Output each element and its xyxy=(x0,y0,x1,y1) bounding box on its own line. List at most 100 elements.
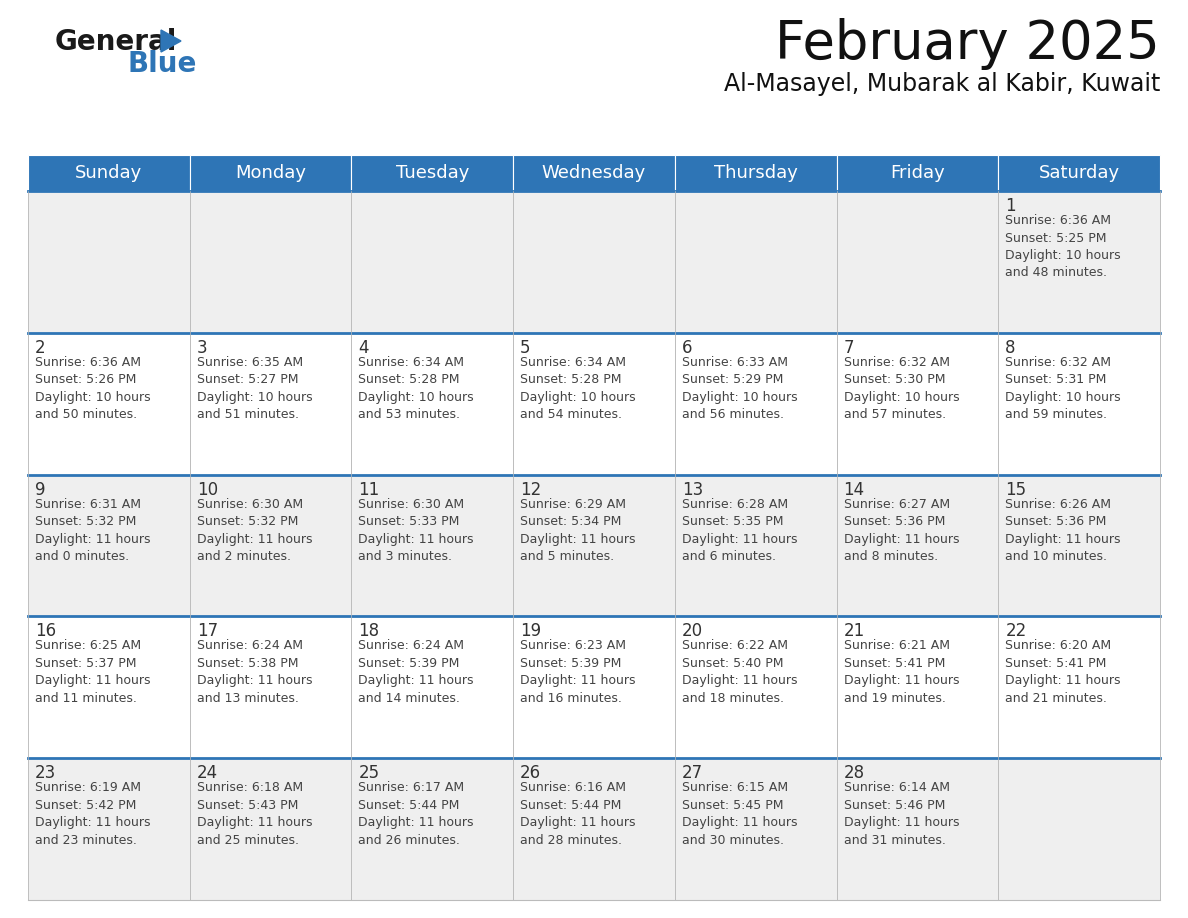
Text: 16: 16 xyxy=(34,622,56,641)
Text: 22: 22 xyxy=(1005,622,1026,641)
Bar xyxy=(675,191,836,333)
Bar xyxy=(513,758,675,900)
Text: Sunrise: 6:32 AM
Sunset: 5:31 PM
Daylight: 10 hours
and 59 minutes.: Sunrise: 6:32 AM Sunset: 5:31 PM Dayligh… xyxy=(1005,356,1121,421)
Bar xyxy=(836,475,998,616)
Text: Monday: Monday xyxy=(235,164,307,182)
Bar xyxy=(513,155,675,191)
Text: Sunrise: 6:27 AM
Sunset: 5:36 PM
Daylight: 11 hours
and 8 minutes.: Sunrise: 6:27 AM Sunset: 5:36 PM Dayligh… xyxy=(843,498,959,563)
Text: Sunrise: 6:22 AM
Sunset: 5:40 PM
Daylight: 11 hours
and 18 minutes.: Sunrise: 6:22 AM Sunset: 5:40 PM Dayligh… xyxy=(682,640,797,705)
Text: 2: 2 xyxy=(34,339,45,357)
Bar xyxy=(352,155,513,191)
Bar xyxy=(29,616,190,758)
Text: 19: 19 xyxy=(520,622,542,641)
Text: Sunrise: 6:28 AM
Sunset: 5:35 PM
Daylight: 11 hours
and 6 minutes.: Sunrise: 6:28 AM Sunset: 5:35 PM Dayligh… xyxy=(682,498,797,563)
Text: Thursday: Thursday xyxy=(714,164,797,182)
Text: 28: 28 xyxy=(843,764,865,782)
Text: 26: 26 xyxy=(520,764,542,782)
Text: 13: 13 xyxy=(682,481,703,498)
Text: Sunrise: 6:15 AM
Sunset: 5:45 PM
Daylight: 11 hours
and 30 minutes.: Sunrise: 6:15 AM Sunset: 5:45 PM Dayligh… xyxy=(682,781,797,846)
Bar xyxy=(352,475,513,616)
Bar xyxy=(836,191,998,333)
Text: 8: 8 xyxy=(1005,339,1016,357)
Text: Saturday: Saturday xyxy=(1038,164,1120,182)
Bar xyxy=(998,191,1159,333)
Bar xyxy=(190,333,352,475)
Text: 7: 7 xyxy=(843,339,854,357)
Bar xyxy=(190,475,352,616)
Text: 1: 1 xyxy=(1005,197,1016,215)
Bar xyxy=(836,155,998,191)
Text: Blue: Blue xyxy=(127,50,196,78)
Text: Sunrise: 6:25 AM
Sunset: 5:37 PM
Daylight: 11 hours
and 11 minutes.: Sunrise: 6:25 AM Sunset: 5:37 PM Dayligh… xyxy=(34,640,151,705)
Text: Sunrise: 6:21 AM
Sunset: 5:41 PM
Daylight: 11 hours
and 19 minutes.: Sunrise: 6:21 AM Sunset: 5:41 PM Dayligh… xyxy=(843,640,959,705)
Text: Sunrise: 6:18 AM
Sunset: 5:43 PM
Daylight: 11 hours
and 25 minutes.: Sunrise: 6:18 AM Sunset: 5:43 PM Dayligh… xyxy=(197,781,312,846)
Text: 25: 25 xyxy=(359,764,379,782)
Text: Sunrise: 6:24 AM
Sunset: 5:39 PM
Daylight: 11 hours
and 14 minutes.: Sunrise: 6:24 AM Sunset: 5:39 PM Dayligh… xyxy=(359,640,474,705)
Bar xyxy=(998,475,1159,616)
Text: Sunrise: 6:34 AM
Sunset: 5:28 PM
Daylight: 10 hours
and 54 minutes.: Sunrise: 6:34 AM Sunset: 5:28 PM Dayligh… xyxy=(520,356,636,421)
Text: Sunrise: 6:26 AM
Sunset: 5:36 PM
Daylight: 11 hours
and 10 minutes.: Sunrise: 6:26 AM Sunset: 5:36 PM Dayligh… xyxy=(1005,498,1120,563)
Text: February 2025: February 2025 xyxy=(776,18,1159,70)
Text: Tuesday: Tuesday xyxy=(396,164,469,182)
Text: Sunrise: 6:14 AM
Sunset: 5:46 PM
Daylight: 11 hours
and 31 minutes.: Sunrise: 6:14 AM Sunset: 5:46 PM Dayligh… xyxy=(843,781,959,846)
Text: Sunrise: 6:34 AM
Sunset: 5:28 PM
Daylight: 10 hours
and 53 minutes.: Sunrise: 6:34 AM Sunset: 5:28 PM Dayligh… xyxy=(359,356,474,421)
Bar xyxy=(29,155,190,191)
Text: 3: 3 xyxy=(197,339,208,357)
Bar xyxy=(513,475,675,616)
Polygon shape xyxy=(162,30,181,52)
Bar xyxy=(190,616,352,758)
Bar xyxy=(675,333,836,475)
Text: Sunrise: 6:19 AM
Sunset: 5:42 PM
Daylight: 11 hours
and 23 minutes.: Sunrise: 6:19 AM Sunset: 5:42 PM Dayligh… xyxy=(34,781,151,846)
Bar xyxy=(998,758,1159,900)
Text: Sunrise: 6:30 AM
Sunset: 5:32 PM
Daylight: 11 hours
and 2 minutes.: Sunrise: 6:30 AM Sunset: 5:32 PM Dayligh… xyxy=(197,498,312,563)
Bar xyxy=(998,333,1159,475)
Bar xyxy=(352,616,513,758)
Bar xyxy=(836,758,998,900)
Text: Sunrise: 6:29 AM
Sunset: 5:34 PM
Daylight: 11 hours
and 5 minutes.: Sunrise: 6:29 AM Sunset: 5:34 PM Dayligh… xyxy=(520,498,636,563)
Text: 9: 9 xyxy=(34,481,45,498)
Text: Al-Masayel, Mubarak al Kabir, Kuwait: Al-Masayel, Mubarak al Kabir, Kuwait xyxy=(723,72,1159,96)
Bar xyxy=(675,475,836,616)
Bar xyxy=(836,333,998,475)
Bar xyxy=(675,616,836,758)
Text: 24: 24 xyxy=(197,764,217,782)
Bar xyxy=(675,758,836,900)
Bar xyxy=(190,758,352,900)
Text: 27: 27 xyxy=(682,764,703,782)
Text: Sunrise: 6:20 AM
Sunset: 5:41 PM
Daylight: 11 hours
and 21 minutes.: Sunrise: 6:20 AM Sunset: 5:41 PM Dayligh… xyxy=(1005,640,1120,705)
Bar xyxy=(29,333,190,475)
Text: 15: 15 xyxy=(1005,481,1026,498)
Text: Sunrise: 6:36 AM
Sunset: 5:26 PM
Daylight: 10 hours
and 50 minutes.: Sunrise: 6:36 AM Sunset: 5:26 PM Dayligh… xyxy=(34,356,151,421)
Bar xyxy=(513,191,675,333)
Text: 6: 6 xyxy=(682,339,693,357)
Bar xyxy=(675,155,836,191)
Text: Sunrise: 6:23 AM
Sunset: 5:39 PM
Daylight: 11 hours
and 16 minutes.: Sunrise: 6:23 AM Sunset: 5:39 PM Dayligh… xyxy=(520,640,636,705)
Text: Sunday: Sunday xyxy=(75,164,143,182)
Bar xyxy=(352,191,513,333)
Bar xyxy=(998,616,1159,758)
Text: Friday: Friday xyxy=(890,164,944,182)
Text: 11: 11 xyxy=(359,481,380,498)
Text: Sunrise: 6:16 AM
Sunset: 5:44 PM
Daylight: 11 hours
and 28 minutes.: Sunrise: 6:16 AM Sunset: 5:44 PM Dayligh… xyxy=(520,781,636,846)
Bar xyxy=(29,758,190,900)
Text: Sunrise: 6:33 AM
Sunset: 5:29 PM
Daylight: 10 hours
and 56 minutes.: Sunrise: 6:33 AM Sunset: 5:29 PM Dayligh… xyxy=(682,356,797,421)
Bar xyxy=(836,616,998,758)
Bar xyxy=(29,191,190,333)
Bar xyxy=(190,155,352,191)
Text: 18: 18 xyxy=(359,622,379,641)
Text: General: General xyxy=(55,28,177,56)
Text: 21: 21 xyxy=(843,622,865,641)
Text: Sunrise: 6:31 AM
Sunset: 5:32 PM
Daylight: 11 hours
and 0 minutes.: Sunrise: 6:31 AM Sunset: 5:32 PM Dayligh… xyxy=(34,498,151,563)
Text: Wednesday: Wednesday xyxy=(542,164,646,182)
Text: Sunrise: 6:24 AM
Sunset: 5:38 PM
Daylight: 11 hours
and 13 minutes.: Sunrise: 6:24 AM Sunset: 5:38 PM Dayligh… xyxy=(197,640,312,705)
Text: 14: 14 xyxy=(843,481,865,498)
Text: 20: 20 xyxy=(682,622,703,641)
Text: Sunrise: 6:36 AM
Sunset: 5:25 PM
Daylight: 10 hours
and 48 minutes.: Sunrise: 6:36 AM Sunset: 5:25 PM Dayligh… xyxy=(1005,214,1121,279)
Text: Sunrise: 6:35 AM
Sunset: 5:27 PM
Daylight: 10 hours
and 51 minutes.: Sunrise: 6:35 AM Sunset: 5:27 PM Dayligh… xyxy=(197,356,312,421)
Text: 12: 12 xyxy=(520,481,542,498)
Text: Sunrise: 6:17 AM
Sunset: 5:44 PM
Daylight: 11 hours
and 26 minutes.: Sunrise: 6:17 AM Sunset: 5:44 PM Dayligh… xyxy=(359,781,474,846)
Bar xyxy=(513,616,675,758)
Text: Sunrise: 6:32 AM
Sunset: 5:30 PM
Daylight: 10 hours
and 57 minutes.: Sunrise: 6:32 AM Sunset: 5:30 PM Dayligh… xyxy=(843,356,959,421)
Text: 17: 17 xyxy=(197,622,217,641)
Text: 23: 23 xyxy=(34,764,56,782)
